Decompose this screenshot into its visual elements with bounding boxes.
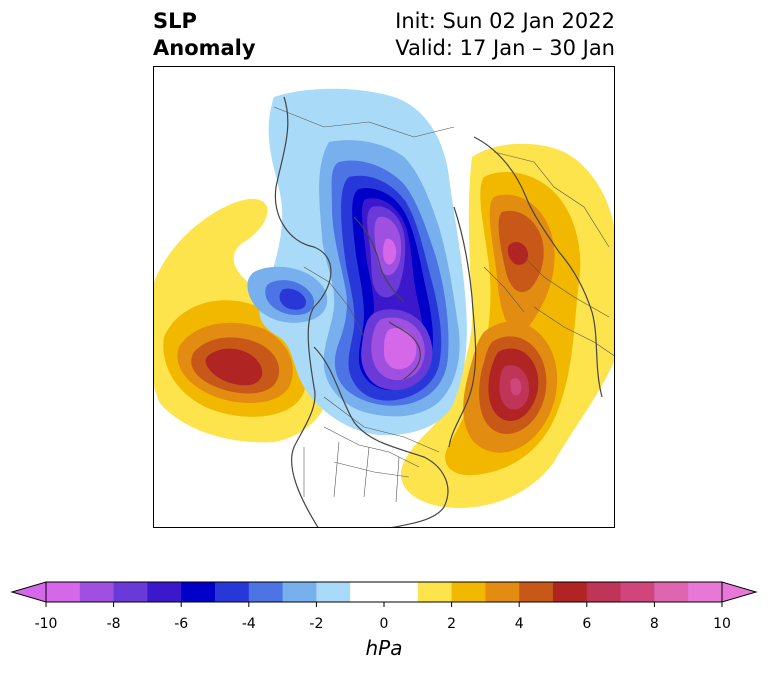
colorbar-tick-label: 6: [582, 616, 592, 632]
colorbar-segment: [350, 582, 419, 602]
colorbar-segment: [553, 582, 588, 602]
colorbar-segment: [688, 582, 723, 602]
atlantic-high-contours: [400, 143, 614, 508]
coastlines: [274, 96, 603, 527]
colorbar-tick-label: -10: [34, 616, 58, 632]
colorbar-segment: [79, 582, 115, 602]
map-canvas: [154, 88, 614, 527]
colorbar-segment: [654, 582, 689, 602]
country-borders: [273, 106, 614, 503]
init-date: Init: Sun 02 Jan 2022: [395, 9, 615, 33]
colorbar-tick-label: 2: [447, 616, 457, 632]
colorbar-tick-label: -6: [174, 616, 189, 632]
colorbar-segment: [451, 582, 486, 602]
colorbar-segment: [46, 582, 81, 602]
colorbar-tick-label: 8: [649, 616, 659, 632]
anomaly-map: [153, 66, 615, 528]
colorbar-segment: [417, 582, 453, 602]
colorbar-segment: [620, 582, 655, 602]
subtitle: Anomaly: [153, 36, 256, 60]
colorbar-segment: [282, 582, 317, 602]
colorbar-unit: hPa: [365, 636, 403, 660]
colorbar-segment: [248, 582, 284, 602]
arctic-low-contours: [247, 88, 467, 436]
colorbar-tick-label: -8: [106, 616, 121, 632]
colorbar-tick-label: -4: [241, 616, 256, 632]
colorbar-segment: [519, 582, 554, 602]
colorbar-segment: [316, 582, 351, 602]
map-title: SLP Anomaly: [153, 8, 256, 62]
date-info: Init: Sun 02 Jan 2022 Valid: 17 Jan – 30…: [395, 8, 615, 62]
colorbar-extend-max: [721, 581, 758, 603]
colorbar-segment: [181, 582, 216, 602]
colorbar-tick-label: 4: [514, 616, 524, 632]
variable-title: SLP: [153, 9, 197, 33]
colorbar-segment: [113, 582, 148, 602]
colorbar-segment: [215, 582, 250, 602]
colorbar-segment: [147, 582, 182, 602]
colorbar-tick-label: -2: [309, 616, 324, 632]
colorbar-segment: [485, 582, 520, 602]
colorbar-extend-min: [10, 581, 47, 603]
valid-range: Valid: 17 Jan – 30 Jan: [395, 36, 615, 60]
colorbar-tick-label: 10: [713, 616, 731, 632]
colorbar: [10, 581, 758, 607]
colorbar-segment: [586, 582, 622, 602]
colorbar-tick-label: 0: [379, 616, 389, 632]
